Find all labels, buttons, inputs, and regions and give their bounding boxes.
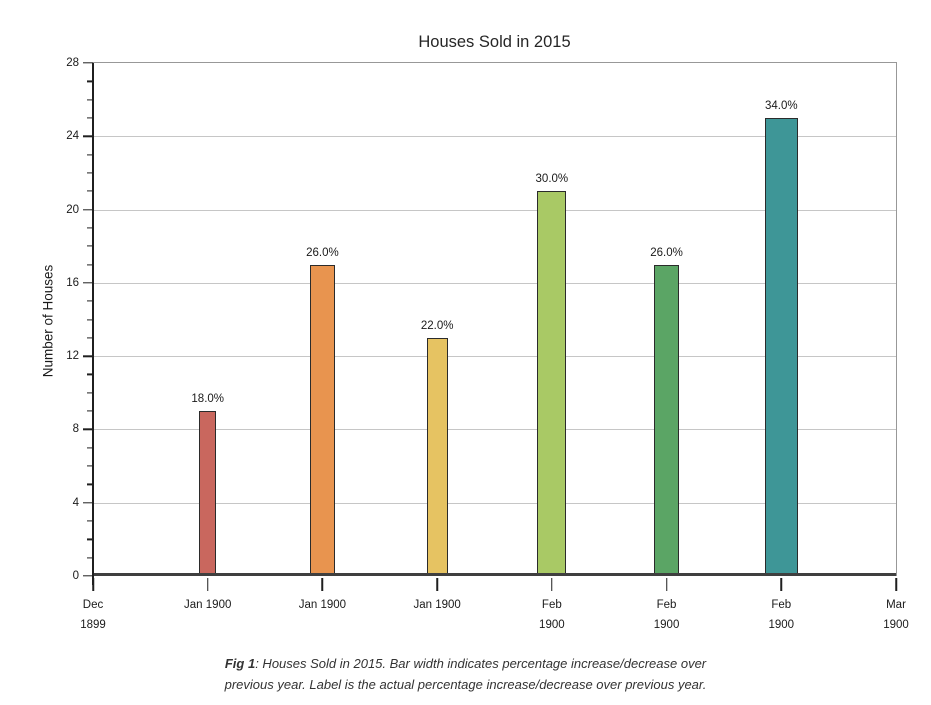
- x-tick: [92, 578, 94, 591]
- y-tick-label: 16: [66, 276, 79, 289]
- y-tick-label: 12: [66, 350, 79, 363]
- y-axis-line: [92, 63, 94, 585]
- x-axis-line: [92, 573, 896, 576]
- y-tick-major: [83, 502, 93, 504]
- x-tick: [780, 578, 783, 591]
- y-tick-minor: [87, 392, 92, 394]
- gridline: [93, 356, 896, 358]
- y-tick-minor: [87, 337, 92, 339]
- y-tick-major: [83, 575, 93, 577]
- caption-line-2: previous year. Label is the actual perce…: [224, 677, 707, 692]
- x-tick-label-line: 1900: [883, 619, 909, 631]
- x-tick-label-line: 1900: [768, 619, 795, 631]
- x-tick-label-line: Jan 1900: [298, 599, 347, 611]
- caption-fig-label: Fig 1: [224, 656, 256, 671]
- bar: [764, 117, 798, 576]
- x-tick-label-line: 1900: [539, 619, 565, 631]
- y-tick-minor: [87, 80, 92, 82]
- y-tick-major: [83, 428, 93, 431]
- bar-value-label: 26.0%: [306, 246, 339, 259]
- y-tick-minor: [87, 227, 92, 229]
- gridline: [93, 429, 896, 431]
- x-tick: [551, 578, 553, 591]
- y-tick-label: 4: [72, 496, 79, 509]
- x-tick-label: Jan 1900: [184, 595, 231, 615]
- x-tick-label: Jan 1900: [413, 595, 460, 615]
- x-tick-label-line: Jan 1900: [413, 599, 461, 611]
- y-tick-major: [83, 135, 93, 137]
- gridline: [93, 502, 896, 504]
- bar: [199, 411, 217, 576]
- bar: [426, 337, 448, 576]
- y-tick-minor: [87, 538, 92, 540]
- x-tick-label-line: Jan 1900: [184, 599, 232, 611]
- x-tick-label-line: Feb: [771, 599, 792, 611]
- y-tick-minor: [87, 465, 92, 467]
- y-tick-minor: [87, 99, 92, 101]
- y-tick-minor: [87, 300, 92, 302]
- y-tick-major: [83, 208, 93, 211]
- y-tick-minor: [87, 483, 92, 485]
- y-tick-minor: [87, 117, 92, 119]
- x-tick-label: Feb 1900: [539, 595, 565, 635]
- plot-area: 0 4 8 12 16 20 24 28 Dec 1899 Jan 1900 Jan 1900 Jan …: [66, 57, 909, 631]
- y-tick-minor: [87, 520, 92, 522]
- y-tick-minor: [87, 557, 92, 559]
- bar: [309, 264, 335, 576]
- y-tick-minor: [87, 373, 92, 376]
- x-tick: [321, 578, 324, 591]
- x-tick-label-line: Feb: [541, 599, 562, 611]
- x-tick: [206, 578, 209, 591]
- y-tick-label: 28: [66, 57, 79, 69]
- y-tick-major: [83, 355, 93, 357]
- chart-title: Houses Sold in 2015: [418, 33, 571, 51]
- bar-value-label: 26.0%: [650, 246, 683, 259]
- x-tick-label-line: 1900: [653, 619, 680, 631]
- y-tick-label: 24: [66, 130, 79, 143]
- y-tick-minor: [87, 263, 92, 266]
- y-tick-label: 8: [72, 423, 79, 436]
- x-tick-label: Jan 1900: [299, 595, 346, 615]
- x-tick-label-line: Mar: [886, 599, 906, 611]
- y-tick-major: [83, 282, 93, 284]
- x-tick-label: Dec 1899: [80, 595, 106, 635]
- x-tick-label: Mar 1900: [883, 595, 909, 635]
- x-tick: [895, 578, 897, 591]
- y-tick-minor: [87, 190, 92, 192]
- y-tick-major: [83, 62, 93, 64]
- y-tick-minor: [87, 154, 92, 156]
- y-tick-minor: [87, 318, 92, 321]
- bar-value-label: 34.0%: [764, 99, 798, 112]
- gridline: [93, 136, 896, 138]
- x-tick: [665, 578, 668, 591]
- y-tick-minor: [87, 172, 92, 174]
- x-tick-label-line: 1899: [80, 619, 106, 631]
- caption: Fig 1: Houses Sold in 2015. Bar width in…: [0, 653, 931, 695]
- y-tick-minor: [87, 447, 92, 449]
- y-tick-minor: [87, 245, 92, 247]
- caption-line-1: Fig 1: Houses Sold in 2015. Bar width in…: [0, 653, 931, 674]
- x-tick-label-line: Feb: [656, 599, 677, 611]
- bar-value-label: 30.0%: [535, 173, 569, 186]
- x-tick-label: Feb 1900: [768, 595, 794, 635]
- bar: [654, 264, 680, 576]
- caption-line-1-text: : Houses Sold in 2015. Bar width indicat…: [255, 656, 707, 671]
- bar: [537, 191, 567, 576]
- x-tick-label-line: Dec: [82, 599, 104, 611]
- x-tick: [436, 578, 438, 591]
- y-tick-label: 20: [66, 203, 79, 216]
- bar-value-label: 18.0%: [191, 393, 225, 406]
- gridline: [93, 209, 896, 211]
- y-tick-minor: [87, 410, 92, 412]
- x-tick-label: Feb 1900: [654, 595, 680, 635]
- bar-value-label: 22.0%: [420, 319, 454, 332]
- y-tick-label: 0: [72, 570, 79, 582]
- gridline: [93, 282, 896, 284]
